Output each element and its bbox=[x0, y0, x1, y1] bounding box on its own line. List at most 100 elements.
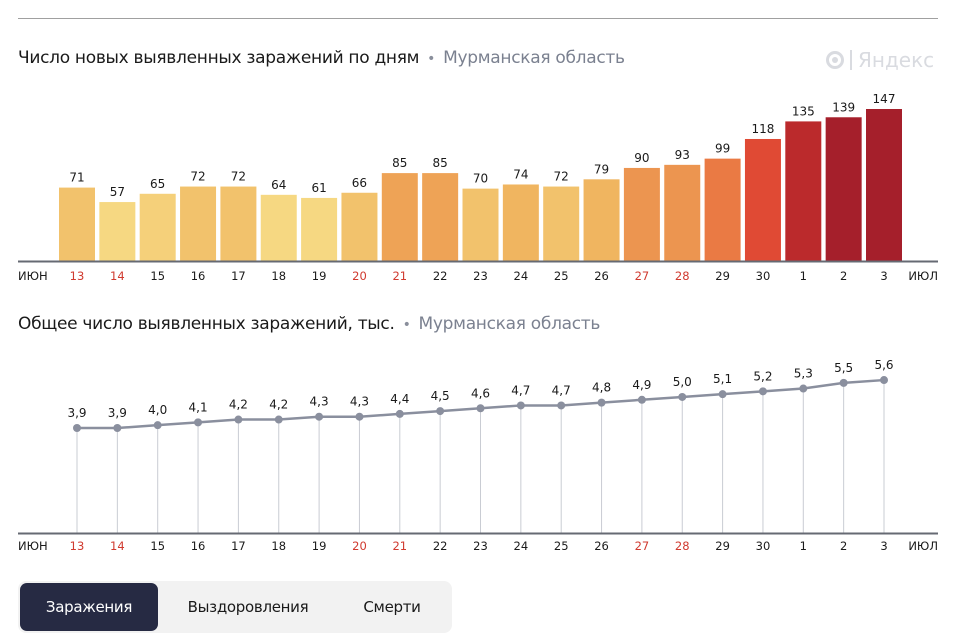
data-point bbox=[274, 415, 283, 424]
x-tick-label: 24 bbox=[514, 269, 529, 283]
x-tick-label: 27 bbox=[635, 269, 650, 283]
bar bbox=[180, 186, 217, 261]
logo-divider bbox=[850, 50, 852, 70]
x-tick-label: 26 bbox=[594, 539, 609, 553]
point-value-label: 4,3 bbox=[310, 395, 329, 409]
point-value-label: 4,0 bbox=[148, 403, 167, 417]
x-tick-label: 23 bbox=[473, 539, 488, 553]
bar-chart-region: Мурманская область bbox=[443, 48, 625, 68]
bar bbox=[785, 121, 822, 261]
data-point bbox=[194, 418, 203, 427]
data-point bbox=[758, 387, 767, 396]
data-point bbox=[73, 424, 81, 432]
tab-infections[interactable]: Заражения bbox=[20, 583, 158, 631]
x-tick-label: 15 bbox=[150, 539, 165, 553]
x-tick-label: 21 bbox=[392, 539, 407, 553]
x-tick-label: 22 bbox=[433, 269, 448, 283]
point-value-label: 4,2 bbox=[269, 398, 288, 412]
data-point bbox=[718, 390, 727, 399]
bar-value-label: 72 bbox=[554, 170, 569, 184]
x-tick-label: 24 bbox=[514, 539, 529, 553]
x-tick-label: 27 bbox=[635, 539, 650, 553]
x-tick-label: 30 bbox=[756, 269, 771, 283]
x-tick-label: 25 bbox=[554, 539, 569, 553]
point-value-label: 5,0 bbox=[673, 375, 692, 389]
bar bbox=[341, 192, 378, 261]
data-point bbox=[597, 398, 606, 407]
bar-value-label: 93 bbox=[675, 148, 690, 162]
point-value-label: 3,9 bbox=[108, 406, 127, 420]
x-tick-label: 21 bbox=[392, 269, 407, 283]
bar-value-label: 70 bbox=[473, 172, 488, 186]
x-tick-label: 16 bbox=[191, 539, 206, 553]
point-value-label: 4,7 bbox=[552, 383, 571, 397]
x-tick-label: 3 bbox=[880, 539, 887, 553]
bar bbox=[502, 184, 539, 261]
data-point bbox=[395, 409, 404, 418]
x-tick-label: 14 bbox=[110, 269, 125, 283]
x-tick-label: 16 bbox=[191, 269, 206, 283]
x-tick-label: 1 bbox=[800, 269, 807, 283]
x-tick-label: 15 bbox=[150, 269, 165, 283]
yandex-logo-icon bbox=[826, 51, 844, 69]
bar bbox=[59, 187, 95, 261]
line-chart-region: Мурманская область bbox=[418, 314, 601, 334]
title-separator: • bbox=[427, 51, 436, 67]
bar bbox=[543, 186, 580, 261]
x-tick-label: 23 bbox=[473, 269, 488, 283]
bar bbox=[462, 188, 499, 261]
bar-value-label: 147 bbox=[873, 92, 896, 106]
yandex-logo: Яндекс bbox=[826, 48, 934, 72]
bar bbox=[99, 202, 136, 261]
line-chart-title: Общее число выявленных заражений, тыс. • М… bbox=[18, 314, 600, 334]
x-tick-label: 26 bbox=[594, 269, 609, 283]
data-point bbox=[234, 415, 243, 424]
point-value-label: 3,9 bbox=[67, 406, 86, 420]
bar-value-label: 139 bbox=[832, 100, 855, 114]
point-value-label: 4,3 bbox=[350, 395, 369, 409]
bar-value-label: 72 bbox=[231, 170, 246, 184]
point-value-label: 5,1 bbox=[713, 372, 732, 386]
x-tick-label: 20 bbox=[352, 539, 367, 553]
bar bbox=[422, 173, 459, 261]
point-value-label: 4,8 bbox=[592, 381, 611, 395]
metric-tabs: Заражения Выздоровления Смерти bbox=[18, 581, 452, 633]
data-point bbox=[476, 404, 485, 413]
x-tick-label: 29 bbox=[715, 269, 730, 283]
x-axis-start-month: ИЮН bbox=[18, 539, 48, 553]
line-chart: 3,9 3,9 4,0 4,1 4,2 4,2 4,3 4,3 4,4 4,5 4,6 4,7 4,7 4… bbox=[18, 358, 938, 553]
x-tick-label: 18 bbox=[271, 269, 286, 283]
x-tick-label: 22 bbox=[433, 539, 448, 553]
tab-deaths[interactable]: Смерти bbox=[363, 598, 421, 616]
x-tick-label: 19 bbox=[312, 269, 327, 283]
x-axis-end-month: ИЮЛ bbox=[908, 269, 938, 283]
x-tick-label: 14 bbox=[110, 539, 125, 553]
point-value-label: 4,2 bbox=[229, 398, 248, 412]
tab-recoveries[interactable]: Выздоровления bbox=[187, 598, 309, 616]
bar-value-label: 99 bbox=[715, 142, 730, 156]
x-tick-label: 25 bbox=[554, 269, 569, 283]
data-point bbox=[153, 421, 162, 430]
x-tick-label: 30 bbox=[756, 539, 771, 553]
point-value-label: 5,2 bbox=[753, 369, 772, 383]
x-tick-label: 2 bbox=[840, 539, 847, 553]
data-point bbox=[113, 424, 122, 432]
bar-chart-title: Число новых выявленных заражений по дням… bbox=[18, 48, 625, 68]
bar-value-label: 79 bbox=[594, 162, 609, 176]
x-axis-end-month: ИЮЛ bbox=[908, 539, 938, 553]
bar-value-label: 135 bbox=[792, 104, 815, 118]
x-tick-label: 28 bbox=[675, 269, 690, 283]
x-tick-label: 17 bbox=[231, 269, 246, 283]
bar-value-label: 61 bbox=[311, 181, 326, 195]
bar bbox=[301, 197, 338, 261]
x-axis-start-month: ИЮН bbox=[18, 269, 48, 283]
x-tick-label: 1 bbox=[800, 539, 807, 553]
x-tick-label: 18 bbox=[271, 539, 286, 553]
data-point bbox=[436, 407, 445, 416]
x-tick-label: 28 bbox=[675, 539, 690, 553]
bar bbox=[744, 138, 781, 261]
bar-value-label: 57 bbox=[110, 185, 125, 199]
point-value-label: 5,5 bbox=[834, 361, 853, 375]
